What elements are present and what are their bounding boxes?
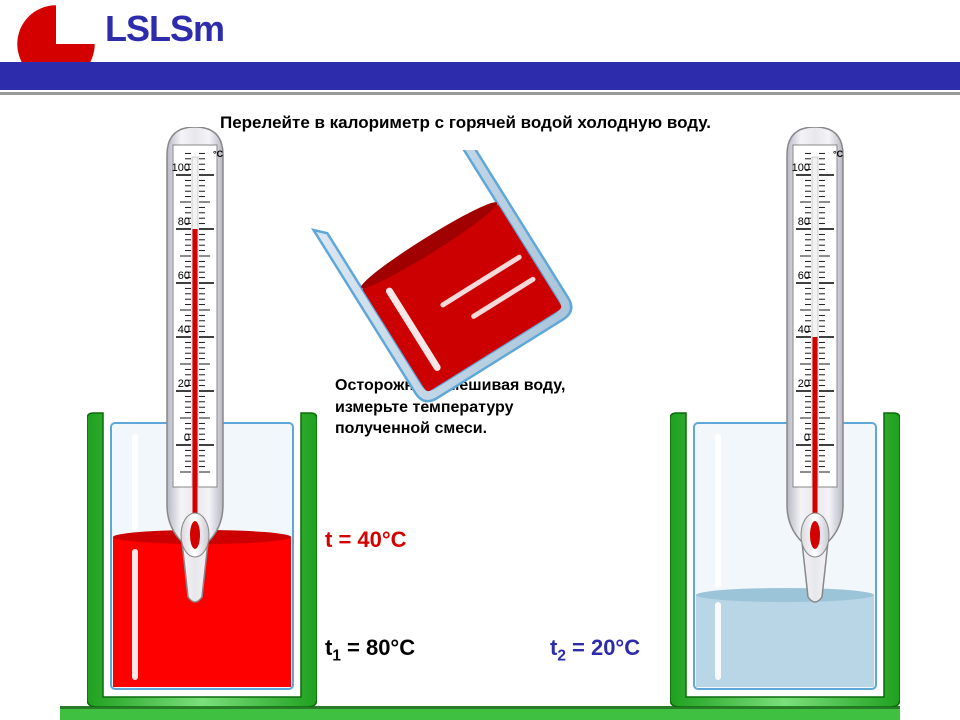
svg-text:80: 80 bbox=[178, 216, 190, 228]
pouring-beaker bbox=[300, 150, 590, 410]
base-platform bbox=[60, 706, 900, 720]
temp-mix: t = 40°C bbox=[325, 527, 407, 553]
svg-text:40: 40 bbox=[798, 324, 810, 336]
instruction-text: Перелейте в калориметр с горячей водой х… bbox=[220, 113, 711, 133]
svg-text:20: 20 bbox=[798, 378, 810, 390]
svg-text:80: 80 bbox=[798, 216, 810, 228]
thermometer-right: 0 20 40 60 80 100 °C bbox=[760, 127, 870, 607]
thermo-unit: °C bbox=[833, 149, 844, 159]
thermometer-left: 0 20 40 60 80 100 °C bbox=[140, 127, 250, 607]
note-line: полученной смеси. bbox=[335, 420, 487, 437]
temp-t1: t1 = 80°C bbox=[325, 635, 415, 665]
svg-text:20: 20 bbox=[178, 378, 190, 390]
logo-text: LSLSm bbox=[105, 8, 224, 50]
svg-text:0: 0 bbox=[184, 432, 190, 444]
svg-text:100: 100 bbox=[172, 162, 190, 174]
svg-text:60: 60 bbox=[798, 270, 810, 282]
temp-mix-text: t = 40°C bbox=[325, 527, 407, 552]
header-bar bbox=[0, 62, 960, 90]
thermo-unit: °C bbox=[213, 149, 224, 159]
svg-text:60: 60 bbox=[178, 270, 190, 282]
temp-t2: t2 = 20°C bbox=[550, 635, 640, 665]
svg-text:40: 40 bbox=[178, 324, 190, 336]
svg-text:0: 0 bbox=[804, 432, 810, 444]
svg-text:100: 100 bbox=[792, 162, 810, 174]
